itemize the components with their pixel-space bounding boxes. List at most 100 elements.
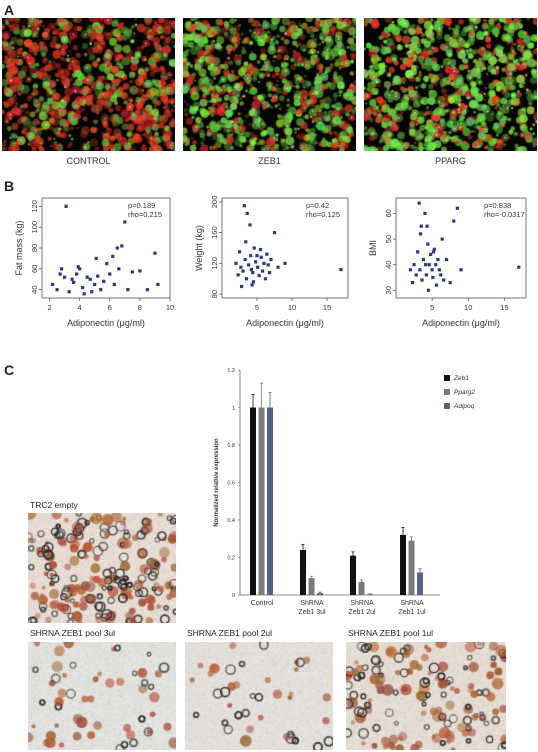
data-point bbox=[248, 223, 252, 227]
y-axis-label: BMI bbox=[368, 240, 378, 256]
category-label: ShRNA bbox=[400, 600, 424, 607]
data-point bbox=[412, 263, 416, 267]
data-point bbox=[436, 257, 440, 262]
stat-annotation: p=0.42 bbox=[306, 201, 329, 210]
y-tick-label: 200 bbox=[210, 196, 219, 209]
data-point bbox=[256, 265, 260, 269]
data-point bbox=[81, 285, 85, 290]
data-point bbox=[64, 204, 68, 208]
data-point bbox=[444, 257, 449, 262]
y-tick-label: 160 bbox=[210, 226, 219, 239]
y-tick-label: 100 bbox=[30, 221, 39, 234]
category-label: ShRNA bbox=[350, 600, 374, 607]
data-point bbox=[249, 267, 253, 272]
stat-annotation: rho=-0.0317 bbox=[484, 210, 525, 219]
data-point bbox=[430, 268, 434, 272]
legend-label: Pparg2 bbox=[454, 389, 475, 396]
data-point bbox=[241, 269, 245, 273]
x-tick-label: 8 bbox=[138, 303, 142, 312]
y-tick-label: 120 bbox=[210, 257, 219, 270]
legend-swatch bbox=[444, 403, 450, 409]
data-point bbox=[265, 252, 269, 256]
y-tick-label: 0.2 bbox=[227, 556, 235, 562]
data-point bbox=[156, 282, 160, 287]
data-point bbox=[261, 269, 265, 273]
stat-annotation: rho=0.215 bbox=[128, 210, 162, 219]
data-point bbox=[437, 268, 441, 272]
legend-label: Adipoq bbox=[453, 403, 475, 410]
data-point bbox=[59, 267, 64, 271]
data-point bbox=[251, 271, 255, 275]
data-point bbox=[417, 201, 421, 205]
image-label-pool1: SHRNA ZEB1 pool 1ul bbox=[348, 628, 434, 638]
data-point bbox=[249, 254, 253, 258]
data-point bbox=[239, 265, 243, 269]
bar bbox=[300, 550, 306, 595]
plot-frame bbox=[395, 197, 527, 299]
data-point bbox=[442, 278, 446, 282]
category-label: Control bbox=[251, 600, 274, 607]
data-point bbox=[85, 275, 89, 279]
data-point bbox=[429, 252, 433, 257]
data-point bbox=[339, 267, 343, 272]
category-label: Zeb1 1ul bbox=[398, 609, 426, 616]
y-tick-label: 0 bbox=[232, 593, 235, 599]
y-tick-label: 1 bbox=[232, 406, 235, 412]
bar-chart-expression: 0 0.2 0.4 0.6 0.8 1 1.2 Normalized relative exp… bbox=[214, 368, 475, 616]
microscopy-image-zeb1 bbox=[183, 18, 356, 151]
stain-image-trc2-empty bbox=[28, 513, 176, 623]
data-point bbox=[455, 206, 459, 210]
x-tick-label: 10 bbox=[464, 303, 472, 312]
data-point bbox=[93, 282, 97, 287]
data-point bbox=[452, 219, 456, 223]
data-point bbox=[50, 282, 55, 287]
x-tick-label: 10 bbox=[166, 303, 174, 312]
data-point bbox=[421, 257, 426, 262]
data-point bbox=[153, 251, 157, 255]
data-point bbox=[115, 246, 119, 250]
bar bbox=[358, 581, 365, 595]
data-point bbox=[272, 231, 277, 235]
microscopy-image-pparg bbox=[364, 18, 537, 151]
microscopy-image-control bbox=[2, 18, 175, 151]
y-tick-label: 1.2 bbox=[227, 368, 235, 374]
data-point bbox=[432, 247, 436, 251]
data-point bbox=[439, 273, 443, 277]
data-point bbox=[257, 274, 261, 278]
data-point bbox=[448, 281, 452, 285]
x-tick-label: 15 bbox=[323, 303, 331, 312]
data-point bbox=[268, 271, 272, 275]
data-point bbox=[78, 267, 82, 271]
data-point bbox=[88, 277, 92, 281]
y-tick-label: 40 bbox=[384, 260, 393, 268]
data-point bbox=[126, 288, 130, 292]
data-point bbox=[237, 250, 242, 254]
data-point bbox=[418, 268, 422, 272]
data-point bbox=[245, 211, 249, 215]
data-point bbox=[431, 250, 436, 254]
plot-frame bbox=[221, 197, 349, 299]
data-point bbox=[243, 257, 247, 262]
data-point bbox=[236, 273, 240, 277]
x-tick-label: 4 bbox=[78, 303, 82, 312]
legend-label: Zeb1 bbox=[453, 375, 469, 382]
y-axis-label: Fat mass (kg) bbox=[14, 220, 24, 275]
data-point bbox=[252, 246, 256, 250]
category-label: Zeb1 2ul bbox=[348, 609, 376, 616]
data-point bbox=[240, 284, 244, 289]
data-point bbox=[263, 277, 267, 281]
data-point bbox=[420, 278, 424, 282]
data-point bbox=[138, 269, 142, 273]
data-point bbox=[517, 265, 521, 269]
data-point bbox=[75, 272, 79, 276]
data-point bbox=[62, 275, 67, 279]
panel-letter-b: B bbox=[4, 178, 15, 194]
data-point bbox=[426, 242, 430, 246]
data-point bbox=[251, 280, 256, 284]
panel-letter-a: A bbox=[4, 2, 15, 18]
data-point bbox=[414, 273, 418, 277]
data-point bbox=[108, 272, 112, 276]
x-tick-label: 5 bbox=[430, 303, 434, 312]
